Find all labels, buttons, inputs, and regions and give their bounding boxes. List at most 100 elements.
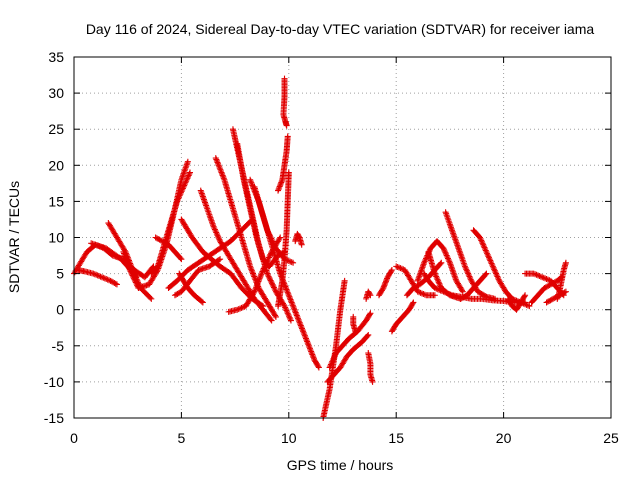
data-point	[210, 223, 217, 230]
data-point	[331, 352, 338, 359]
data-point	[331, 354, 338, 361]
data-point	[183, 178, 190, 185]
data-point	[530, 270, 537, 277]
data-point	[216, 163, 223, 170]
data-point	[436, 280, 443, 287]
data-point	[256, 277, 263, 284]
data-point	[175, 195, 182, 202]
data-point	[393, 263, 400, 270]
data-point	[298, 241, 305, 248]
data-point	[127, 268, 134, 275]
data-point	[153, 235, 160, 242]
data-point	[524, 302, 531, 309]
data-point	[420, 291, 427, 298]
data-point	[288, 298, 295, 305]
data-point	[433, 274, 440, 281]
data-point	[286, 314, 293, 321]
data-point	[440, 245, 447, 252]
data-point	[494, 273, 501, 280]
data-point	[561, 289, 568, 296]
data-point	[161, 239, 168, 246]
data-point	[277, 234, 284, 241]
data-point	[484, 250, 491, 257]
data-point	[327, 363, 334, 370]
data-point	[556, 292, 563, 299]
data-point	[288, 299, 295, 306]
data-point	[483, 248, 490, 255]
data-point	[482, 247, 489, 254]
data-point	[461, 263, 468, 270]
data-point	[421, 291, 428, 298]
data-point	[270, 284, 277, 291]
data-point	[211, 226, 218, 233]
data-point	[215, 235, 222, 242]
data-point	[512, 297, 519, 304]
data-point	[235, 306, 242, 313]
data-point	[268, 278, 275, 285]
data-point	[297, 322, 304, 329]
data-point	[328, 360, 335, 367]
data-point	[272, 287, 279, 294]
data-point	[252, 285, 259, 292]
data-point	[258, 271, 265, 278]
data-point	[112, 280, 119, 287]
data-point	[414, 288, 421, 295]
data-point	[216, 165, 223, 172]
data-point	[298, 325, 305, 332]
data-point	[466, 273, 473, 280]
x-tick-label: 15	[388, 430, 404, 446]
data-point	[253, 284, 260, 291]
y-tick-label: 35	[48, 49, 64, 65]
data-point	[364, 333, 371, 340]
data-point	[285, 311, 292, 318]
data-point	[311, 355, 318, 362]
data-point	[304, 338, 311, 345]
data-point	[265, 273, 272, 280]
data-point	[533, 271, 540, 278]
x-tick-label: 0	[70, 430, 78, 446]
data-point	[181, 181, 188, 188]
data-point	[560, 290, 567, 297]
x-tick-label: 5	[178, 430, 186, 446]
data-point	[396, 264, 403, 271]
data-point	[542, 275, 549, 282]
data-point	[252, 191, 259, 198]
data-point	[489, 261, 496, 268]
data-point	[268, 280, 275, 287]
data-point	[410, 299, 417, 306]
data-point	[484, 251, 491, 258]
data-point	[459, 288, 466, 295]
data-point	[272, 312, 279, 319]
data-point	[464, 269, 471, 276]
data-point	[414, 282, 421, 289]
data-point	[284, 308, 291, 315]
data-point	[162, 240, 169, 247]
data-point	[388, 266, 395, 273]
data-point	[296, 318, 303, 325]
data-point	[248, 181, 255, 188]
data-point	[294, 313, 301, 320]
data-point	[546, 298, 553, 305]
data-point	[467, 274, 474, 281]
data-point	[266, 253, 273, 260]
data-point	[300, 329, 307, 336]
data-point	[271, 242, 278, 249]
data-point	[160, 238, 167, 245]
data-point	[482, 246, 489, 253]
data-point	[510, 296, 517, 303]
data-point	[250, 183, 256, 190]
data-point	[480, 243, 487, 250]
data-point	[179, 186, 186, 193]
data-point	[247, 178, 254, 185]
data-point	[176, 192, 183, 199]
data-point	[282, 305, 289, 312]
data-point	[310, 354, 317, 361]
data-point	[540, 274, 547, 281]
data-point	[283, 307, 290, 314]
data-point	[550, 279, 557, 286]
data-point	[465, 270, 472, 277]
data-point	[485, 254, 492, 261]
data-point	[297, 321, 304, 328]
data-point	[488, 260, 495, 267]
